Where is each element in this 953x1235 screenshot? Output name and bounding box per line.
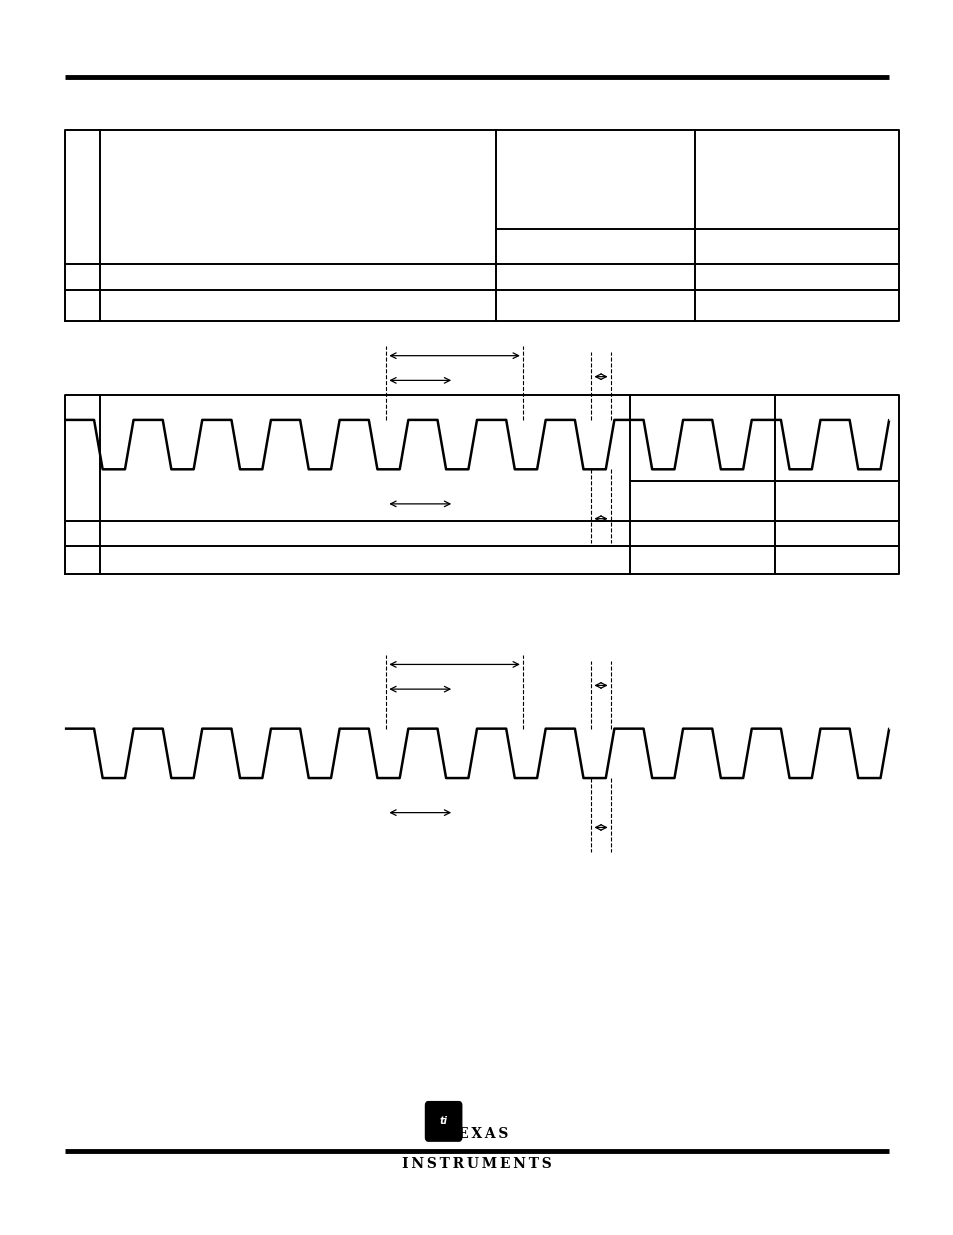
FancyBboxPatch shape: [425, 1102, 461, 1141]
Text: ti: ti: [439, 1116, 447, 1126]
Text: T E X A S: T E X A S: [445, 1128, 508, 1141]
Text: I N S T R U M E N T S: I N S T R U M E N T S: [402, 1157, 551, 1171]
